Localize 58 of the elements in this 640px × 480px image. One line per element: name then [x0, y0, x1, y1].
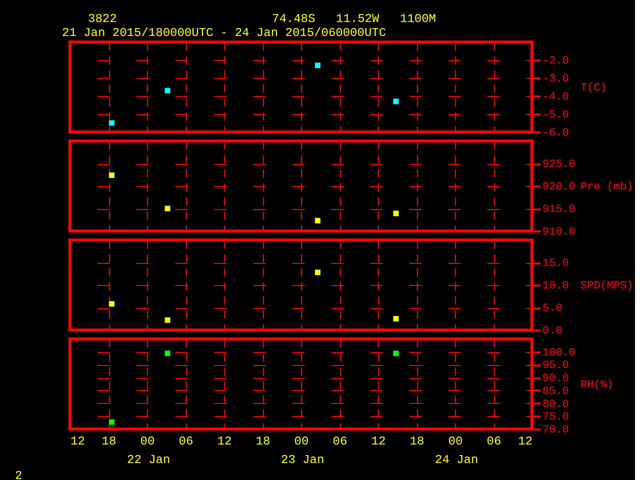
- point: [393, 210, 399, 216]
- x-tick-label: 18: [410, 434, 424, 448]
- x-tick-label: 06: [332, 434, 348, 448]
- y-tick-label: -5.0: [542, 110, 569, 122]
- point: [314, 62, 320, 68]
- y-tick-label: 910.0: [542, 226, 576, 238]
- text: 1100M: [400, 12, 436, 26]
- x-tick-label: 00: [294, 434, 309, 448]
- y-tick-label: -2.0: [542, 56, 569, 68]
- text: 22 Jan: [127, 453, 170, 467]
- y-tick-label: 5.0: [542, 303, 562, 315]
- x-tick-label: 00: [140, 434, 155, 448]
- y-tick-label: 95.0: [542, 360, 569, 372]
- y-axis-title: RH(%): [580, 380, 614, 392]
- chart-subtitle: 21 Jan 2015/180000UTC - 24 Jan 2015/060000UTC: [62, 26, 386, 40]
- y-tick-label: 75.0: [542, 412, 569, 424]
- chart-title: 3822: [88, 12, 117, 26]
- x-tick-label: 18: [102, 434, 116, 448]
- y-axis-title: T(C): [580, 82, 607, 94]
- y-tick-label: 100.0: [542, 347, 576, 360]
- y-axis-title: SPD(MPS): [580, 280, 634, 292]
- text: 74.48S: [272, 12, 316, 26]
- point: [314, 270, 320, 276]
- x-tick-label: 12: [217, 434, 232, 448]
- y-tick-label: 925.0: [542, 159, 576, 171]
- point: [164, 206, 170, 212]
- y-tick-label: 15.0: [542, 258, 569, 270]
- x-tick-label: 00: [448, 434, 463, 448]
- text: 2: [15, 469, 22, 480]
- y-tick-label: 70.0: [542, 424, 569, 436]
- text: 24 Jan: [435, 453, 478, 467]
- y-tick-label: 90.0: [542, 373, 569, 386]
- y-tick-label: -6.0: [542, 128, 569, 140]
- point: [164, 88, 170, 94]
- point: [108, 120, 114, 126]
- y-axis-title: Pre (mb): [580, 182, 634, 194]
- y-tick-label: 80.0: [542, 398, 569, 411]
- point: [108, 301, 114, 307]
- x-tick-label: 06: [486, 434, 502, 448]
- x-tick-label: 12: [70, 434, 85, 448]
- y-tick-label: 0.0: [542, 326, 562, 338]
- y-tick-label: 920.0: [542, 182, 576, 194]
- y-tick-label: -4.0: [542, 92, 569, 104]
- point: [164, 317, 170, 323]
- y-tick-label: -3.0: [542, 74, 569, 86]
- point: [108, 172, 114, 178]
- x-tick-label: 12: [518, 434, 532, 448]
- text: 11.52W: [336, 12, 380, 26]
- point: [314, 218, 320, 224]
- y-tick-label: 915.0: [542, 204, 576, 216]
- y-tick-label: 10.0: [542, 280, 569, 292]
- point: [393, 98, 399, 104]
- x-tick-label: 12: [371, 434, 386, 448]
- y-tick-label: 85.0: [542, 386, 569, 398]
- x-tick-label: 06: [178, 434, 194, 448]
- point: [393, 316, 399, 322]
- x-tick-label: 18: [256, 434, 270, 448]
- text: 23 Jan: [281, 453, 324, 467]
